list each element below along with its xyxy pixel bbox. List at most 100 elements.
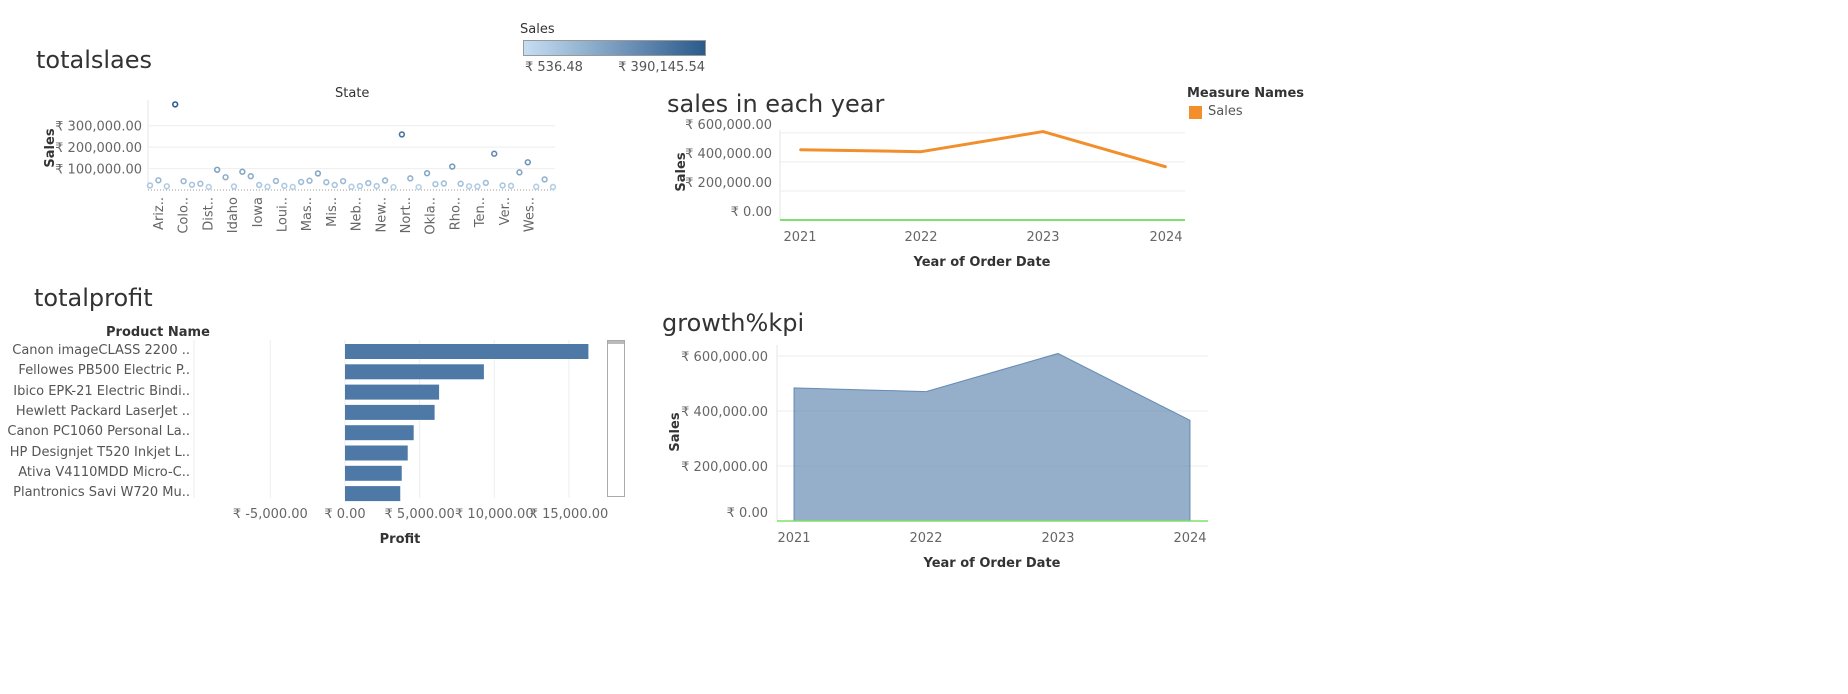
totalslaes-point bbox=[533, 183, 540, 190]
growth-kpi-x-tick: 2024 bbox=[1173, 531, 1206, 546]
product-name-label: Canon imageCLASS 2200 .. bbox=[12, 343, 190, 358]
totalslaes-point bbox=[381, 177, 389, 184]
totalslaes-x-tick: Neb.. bbox=[350, 197, 365, 231]
growth-kpi-y-tick: ₹ 600,000.00 bbox=[681, 350, 768, 365]
totalslaes-x-tick: Ver.. bbox=[498, 197, 513, 225]
totalslaes-y-label: Sales bbox=[43, 128, 58, 167]
totalslaes-point bbox=[432, 180, 439, 188]
growth-kpi-y-tick: ₹ 400,000.00 bbox=[681, 405, 768, 420]
totalslaes-x-tick: Ten.. bbox=[473, 197, 488, 228]
totalslaes-point bbox=[491, 150, 498, 157]
totalslaes-point bbox=[365, 179, 372, 187]
totalslaes-x-tick: Iowa bbox=[251, 197, 266, 227]
totalprofit-chart: ₹ -5,000.00 ₹ 0.00 ₹ 5,000.00 ₹ 10,000.00₹ … bbox=[193, 340, 609, 547]
growth-kpi-chart: ₹ 0.00 ₹ 200,000.00 ₹ 400,000.00 ₹ 600,000.… bbox=[668, 345, 1208, 571]
totalprofit-bar bbox=[345, 486, 401, 502]
sales-year-y-tick: ₹ 0.00 bbox=[731, 205, 772, 220]
totalslaes-point bbox=[398, 131, 406, 138]
totalprofit-bar bbox=[345, 465, 402, 481]
totalslaes-x-tick: Okla.. bbox=[424, 197, 439, 235]
totalslaes-point bbox=[507, 182, 515, 190]
totalslaes-point bbox=[373, 182, 380, 190]
totalslaes-point bbox=[306, 177, 313, 184]
totalprofit-bar bbox=[345, 445, 408, 461]
totalslaes-point bbox=[272, 177, 280, 185]
totalslaes-point bbox=[524, 159, 532, 166]
totalprofit-x-tick: ₹ 10,000.00 bbox=[455, 507, 534, 522]
sales-year-y-tick: ₹ 400,000.00 bbox=[685, 147, 772, 162]
sales-year-x-label: Year of Order Date bbox=[913, 255, 1051, 270]
sales-year-point bbox=[920, 150, 922, 153]
totalslaes-point bbox=[415, 183, 422, 191]
totalslaes-point bbox=[297, 178, 305, 186]
totalslaes-x-tick: Colo.. bbox=[177, 197, 192, 234]
sales-year-y-label: Sales bbox=[674, 152, 689, 191]
totalslaes-point bbox=[180, 177, 187, 185]
totalprofit-title: totalprofit bbox=[34, 284, 153, 312]
totalprofit-scrollbar-thumb[interactable] bbox=[608, 341, 624, 344]
totalslaes-point bbox=[205, 183, 212, 191]
totalslaes-point bbox=[482, 179, 490, 187]
totalslaes-x-tick: Rho.. bbox=[448, 197, 463, 230]
totalslaes-point bbox=[348, 183, 355, 190]
totalslaes-x-tick: New.. bbox=[374, 197, 389, 232]
totalprofit-bar bbox=[345, 425, 414, 441]
totalslaes-point bbox=[323, 179, 330, 186]
sales-year-x-tick: 2022 bbox=[904, 230, 937, 245]
totalslaes-point bbox=[407, 175, 414, 182]
measure-legend-swatch[interactable] bbox=[1189, 106, 1202, 119]
totalslaes-x-tick: Wes.. bbox=[523, 197, 538, 232]
totalslaes-point bbox=[222, 174, 229, 181]
totalprofit-x-tick: ₹ 15,000.00 bbox=[530, 507, 609, 522]
totalslaes-point bbox=[314, 170, 322, 177]
totalslaes-point bbox=[239, 168, 246, 175]
totalslaes-point bbox=[247, 173, 254, 180]
totalslaes-point bbox=[163, 183, 170, 190]
totalslaes-x-tick: Loui.. bbox=[276, 197, 291, 232]
totalprofit-bar bbox=[345, 404, 435, 420]
totalprofit-x-tick: ₹ -5,000.00 bbox=[233, 507, 308, 522]
totalslaes-point bbox=[541, 176, 548, 183]
sales-year-y-tick: ₹ 200,000.00 bbox=[685, 176, 772, 191]
totalslaes-point bbox=[213, 166, 221, 173]
totalslaes-point bbox=[281, 182, 288, 190]
sales-year-line bbox=[799, 130, 1167, 169]
totalslaes-x-tick: Dist.. bbox=[201, 197, 216, 231]
sales-year-point bbox=[1165, 165, 1167, 168]
sales-legend-min: ₹ 536.48 bbox=[525, 60, 583, 75]
sales-in-each-year-title: sales in each year bbox=[667, 90, 885, 118]
growth-kpi-area bbox=[793, 352, 1191, 522]
product-name-label: HP Designjet T520 Inkjet L.. bbox=[9, 444, 190, 460]
totalslaes-point bbox=[423, 170, 431, 177]
totalslaes-point bbox=[289, 183, 296, 191]
totalslaes-point bbox=[457, 180, 464, 187]
totalslaes-state-header: State bbox=[335, 86, 370, 101]
totalprofit-scrollbar[interactable] bbox=[607, 340, 625, 497]
totalslaes-point bbox=[499, 182, 506, 189]
totalslaes-point bbox=[449, 163, 456, 170]
totalslaes-point bbox=[390, 183, 397, 191]
totalprofit-bar bbox=[345, 364, 484, 380]
growth-kpi-y-tick: ₹ 200,000.00 bbox=[681, 460, 768, 475]
totalslaes-point bbox=[465, 183, 473, 190]
product-name-header: Product Name bbox=[106, 325, 210, 340]
totalslaes-point bbox=[230, 183, 238, 190]
totalslaes-y-tick: ₹ 200,000.00 bbox=[55, 141, 142, 156]
sales-color-gradient bbox=[523, 40, 706, 56]
product-name-label: Plantronics Savi W720 Mu.. bbox=[13, 485, 190, 501]
totalslaes-point bbox=[474, 183, 481, 190]
totalslaes-title: totalslaes bbox=[36, 46, 153, 74]
product-name-label: Ativa V4110MDD Micro-C.. bbox=[18, 464, 190, 480]
sales-legend-title: Sales bbox=[520, 22, 555, 37]
totalslaes-chart: ₹ 100,000.00 ₹ 200,000.00 ₹ 300,000.00Sale… bbox=[43, 100, 557, 235]
product-name-label: Fellowes PB500 Electric P.. bbox=[18, 363, 190, 379]
totalslaes-x-tick: Mas.. bbox=[300, 197, 315, 231]
sales-year-y-tick: ₹ 600,000.00 bbox=[685, 118, 772, 133]
growth-kpi-title: growth%kpi bbox=[662, 309, 805, 337]
totalslaes-y-tick: ₹ 100,000.00 bbox=[55, 163, 142, 178]
totalprofit-x-label: Profit bbox=[380, 532, 421, 547]
totalslaes-point bbox=[171, 101, 179, 108]
measure-legend-label[interactable]: Sales bbox=[1208, 104, 1243, 119]
totalprofit-bar bbox=[345, 384, 440, 400]
sales-year-x-tick: 2023 bbox=[1026, 230, 1059, 245]
